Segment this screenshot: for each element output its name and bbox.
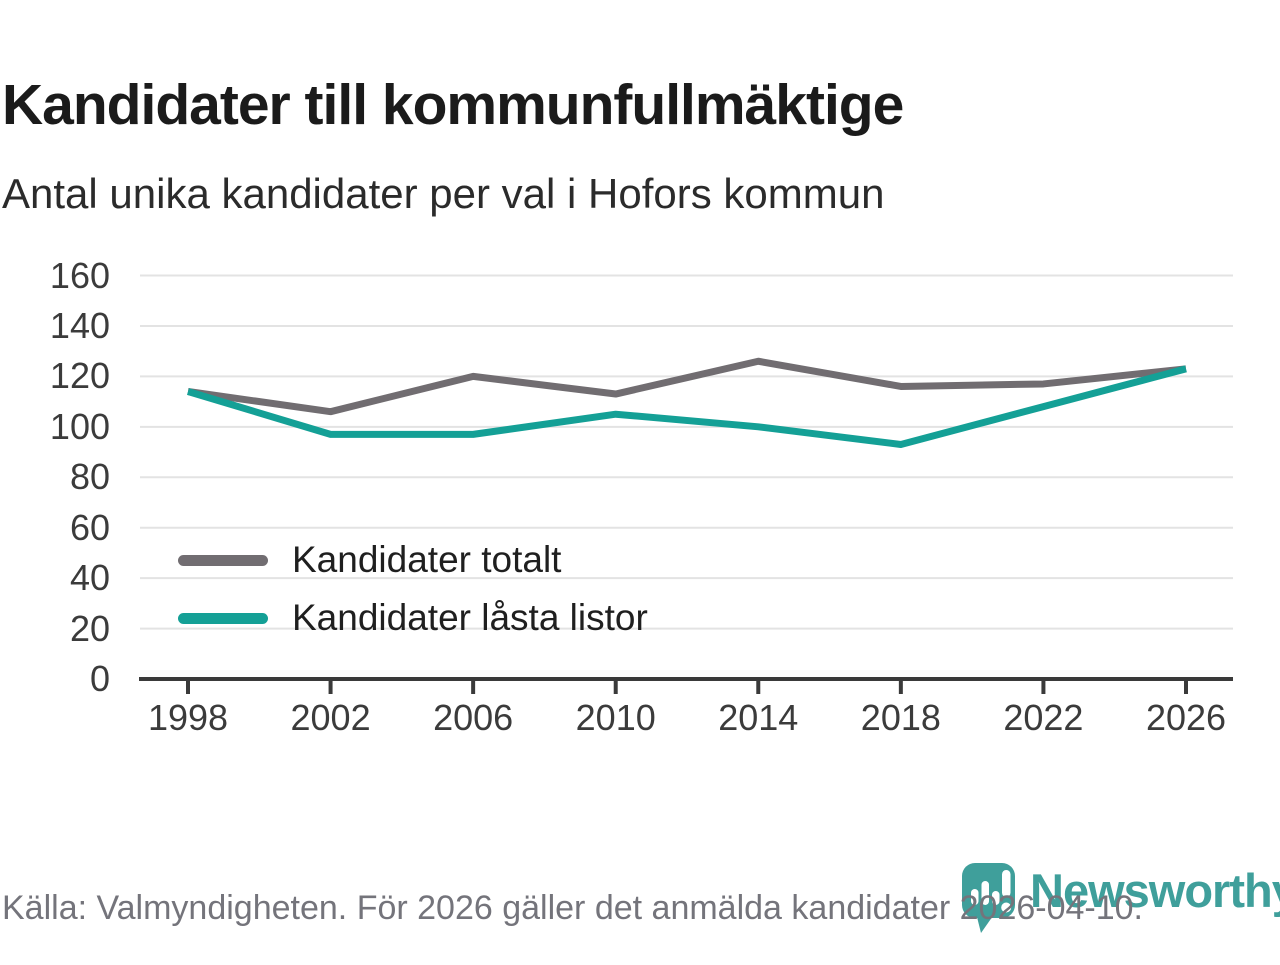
chart-subtitle: Antal unika kandidater per val i Hofors … bbox=[2, 170, 885, 217]
x-axis-label: 2022 bbox=[1003, 697, 1084, 738]
x-axis-label: 2026 bbox=[1145, 697, 1227, 738]
legend-swatch-icon bbox=[178, 554, 268, 566]
legend-label: Kandidater låsta listor bbox=[292, 597, 648, 638]
x-axis-label: 1998 bbox=[147, 697, 229, 738]
y-axis-label: 40 bbox=[69, 557, 110, 599]
x-axis-label: 2018 bbox=[860, 697, 941, 738]
x-axis-label: 2006 bbox=[433, 697, 514, 738]
x-axis-label: 2002 bbox=[290, 697, 371, 738]
y-axis-label: 80 bbox=[69, 456, 110, 498]
chart-legend: Kandidater totalt Kandidater låsta listor bbox=[178, 531, 648, 647]
y-axis-label: 120 bbox=[49, 355, 110, 397]
newsworthy-wordmark: Newsworthy bbox=[1030, 864, 1280, 917]
newsworthy-bubble-icon bbox=[962, 863, 1015, 933]
series-line-kandidater-lasta-listor bbox=[186, 365, 1187, 448]
newsworthy-logo: Newsworthy bbox=[960, 861, 1280, 935]
x-axis-label: 2014 bbox=[718, 697, 799, 738]
y-axis-label: 100 bbox=[49, 405, 110, 447]
legend-item-kandidater-lasta-listor: Kandidater låsta listor bbox=[178, 589, 648, 647]
y-axis-label: 60 bbox=[69, 506, 110, 548]
legend-label: Kandidater totalt bbox=[292, 539, 562, 580]
y-axis-label: 140 bbox=[49, 304, 110, 346]
legend-item-kandidater-totalt: Kandidater totalt bbox=[178, 531, 648, 589]
series-line-kandidater-totalt bbox=[187, 357, 1187, 416]
chart-title: Kandidater till kommunfullmäktige bbox=[2, 73, 904, 138]
y-axis-label: 160 bbox=[49, 254, 110, 296]
legend-swatch-icon bbox=[178, 612, 268, 624]
y-axis-label: 0 bbox=[89, 658, 110, 699]
x-axis-label: 2010 bbox=[575, 697, 656, 738]
y-axis-label: 20 bbox=[69, 607, 110, 649]
source-note: Källa: Valmyndigheten. För 2026 gäller d… bbox=[2, 889, 1143, 927]
